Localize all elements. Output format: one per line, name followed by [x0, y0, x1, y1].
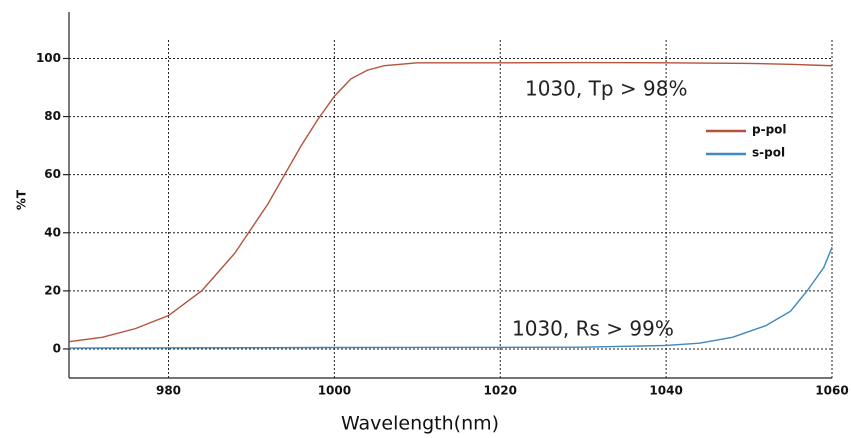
y-tick-label: 20 — [44, 283, 61, 297]
x-tick-label: 1040 — [649, 384, 682, 398]
annotation: 1030, Rs > 99% — [512, 317, 674, 341]
y-axis-label: %T — [15, 189, 29, 210]
series-line — [68, 61, 833, 343]
y-tick-label: 0 — [53, 341, 61, 355]
annotation: 1030, Tp > 98% — [525, 77, 687, 101]
x-tick-label: 1060 — [815, 384, 848, 398]
x-axis-label: Wavelength(nm) — [341, 413, 499, 435]
y-tick-label: 100 — [36, 51, 61, 65]
y-tick-label: 60 — [44, 167, 61, 181]
y-tick-label: 80 — [44, 109, 61, 123]
x-tick-label: 980 — [156, 384, 181, 398]
series-line — [68, 247, 833, 349]
x-tick-label: 1020 — [484, 384, 517, 398]
legend-label: s-pol — [752, 146, 785, 160]
x-tick-label: 1000 — [318, 384, 351, 398]
legend-label: p-pol — [752, 123, 787, 137]
y-tick-label: 40 — [44, 225, 61, 239]
